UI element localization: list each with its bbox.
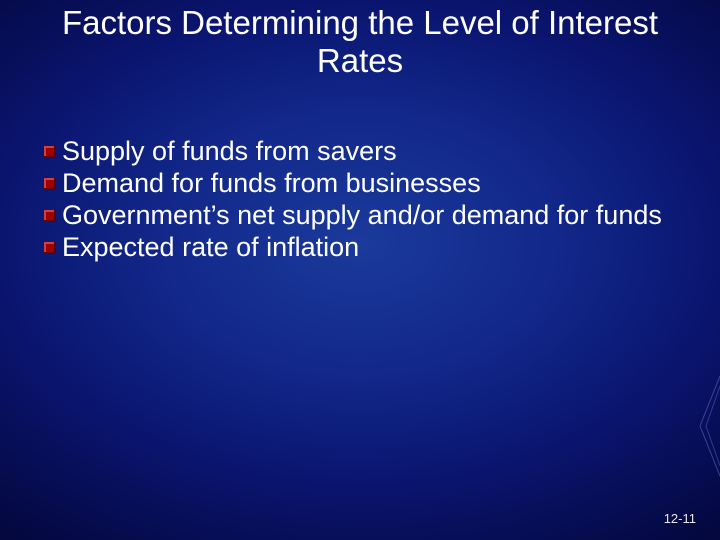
list-item-text: Demand for funds from businesses [62, 168, 680, 200]
list-item-text: Expected rate of inflation [62, 232, 680, 264]
list-item-text: Supply of funds from savers [62, 136, 680, 168]
list-item: Supply of funds from savers [44, 136, 680, 168]
bullet-icon [44, 146, 56, 158]
bullet-icon [44, 210, 56, 222]
bullet-icon [44, 178, 56, 190]
slide-title: Factors Determining the Level of Interes… [0, 4, 720, 80]
list-item: Government’s net supply and/or demand fo… [44, 200, 680, 232]
slide-body: Supply of funds from savers Demand for f… [44, 136, 680, 263]
corner-accent-icon [692, 376, 720, 476]
list-item: Demand for funds from businesses [44, 168, 680, 200]
page-number: 12-11 [664, 511, 696, 526]
list-item: Expected rate of inflation [44, 232, 680, 264]
bullet-icon [44, 242, 56, 254]
slide: Factors Determining the Level of Interes… [0, 0, 720, 540]
list-item-text: Government’s net supply and/or demand fo… [62, 200, 680, 232]
